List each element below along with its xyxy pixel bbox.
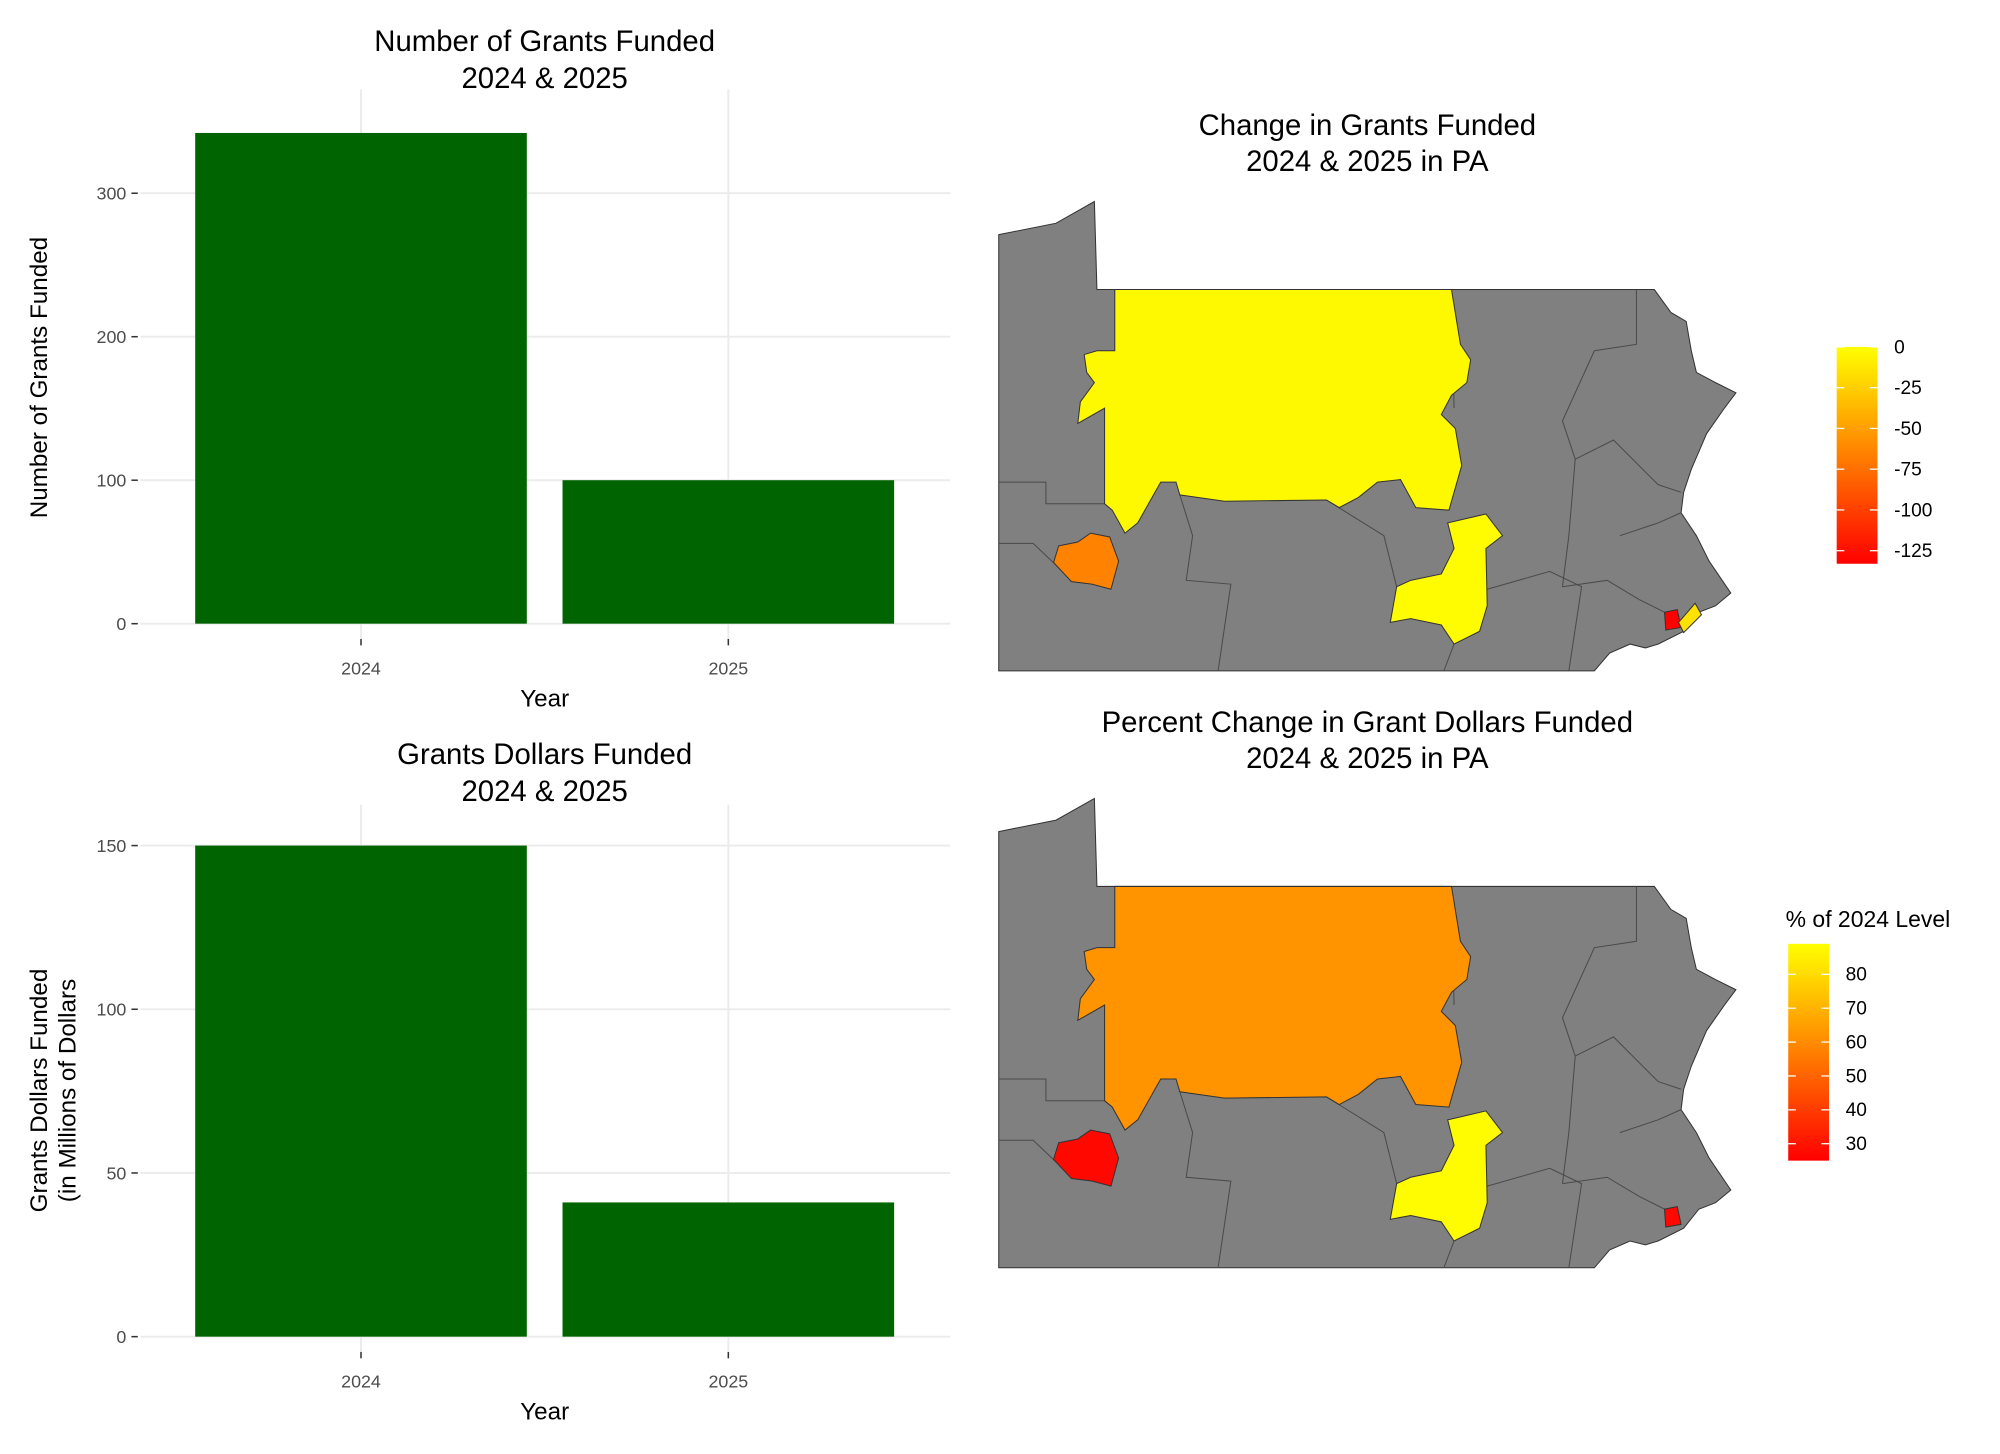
y-tick-label: 200 <box>97 327 127 347</box>
map-title-line1: Percent Change in Grant Dollars Funded <box>1102 706 1633 739</box>
x-tick-label: 2024 <box>341 1372 381 1392</box>
chart-title-line1: Grants Dollars Funded <box>397 738 692 771</box>
color-legend: 80 70 60 50 40 30 <box>1788 943 1867 1161</box>
bar-2025 <box>562 480 895 624</box>
region-south-central <box>1389 513 1504 645</box>
y-axis-title: Number of Grants Funded <box>26 237 53 518</box>
color-legend: 0 -25 -50 -75 -100 -125 <box>1836 337 1932 564</box>
county-boundary <box>1443 643 1455 672</box>
y-axis-ticks: 0 100 200 300 <box>97 184 138 634</box>
legend-label: -75 <box>1894 460 1922 481</box>
county-boundary <box>1487 1167 1583 1268</box>
bar-2024 <box>195 132 527 624</box>
y-axis-ticks: 0 50 100 150 <box>97 836 138 1347</box>
legend-label: 40 <box>1846 1100 1867 1121</box>
x-axis-title: Year <box>520 686 569 713</box>
pa-map <box>998 797 1737 1269</box>
county-boundary <box>1487 570 1583 671</box>
county-boundary <box>998 481 1105 505</box>
legend-label: 80 <box>1846 965 1867 986</box>
pa-map <box>998 200 1737 672</box>
y-axis-title-line1: Grants Dollars Funded <box>26 969 53 1213</box>
chart-title-line1: Number of Grants Funded <box>374 25 715 58</box>
y-tick-label: 100 <box>97 471 127 491</box>
county-boundary <box>998 542 1060 568</box>
county-boundary <box>1574 1036 1682 1090</box>
bars <box>195 845 895 1337</box>
y-tick-label: 300 <box>97 184 127 204</box>
legend-label: 30 <box>1846 1134 1867 1155</box>
county-boundary <box>1619 512 1682 537</box>
region-southeast-suburb <box>1677 602 1703 634</box>
bars <box>195 132 895 624</box>
y-tick-label: 100 <box>97 1000 127 1020</box>
county-boundary <box>1179 1091 1232 1268</box>
x-tick-label: 2025 <box>708 659 748 679</box>
region-southeast-city <box>1663 1205 1682 1228</box>
bar-chart-grants-count: Number of Grants Funded 2024 & 2025 0 100… <box>26 25 951 713</box>
legend-label: 60 <box>1846 1032 1867 1053</box>
x-axis-title: Year <box>520 1399 569 1426</box>
legend-label: 50 <box>1846 1066 1867 1087</box>
region-north-central <box>1077 885 1472 1131</box>
chart-title-line2: 2024 & 2025 <box>461 62 627 95</box>
region-south-central <box>1389 1110 1504 1242</box>
legend-colorbar <box>1788 943 1830 1161</box>
bar-2024 <box>195 845 527 1337</box>
x-axis-ticks: 2024 2025 <box>341 1351 748 1392</box>
y-tick-label: 0 <box>116 614 126 634</box>
x-tick-label: 2024 <box>341 659 381 679</box>
bar-2025 <box>562 1202 895 1337</box>
county-boundary <box>1619 1109 1682 1134</box>
county-boundary <box>1562 1176 1665 1210</box>
county-boundary <box>1562 579 1665 613</box>
y-tick-label: 0 <box>116 1327 126 1347</box>
x-axis-ticks: 2024 2025 <box>341 638 748 679</box>
legend-label: -25 <box>1894 378 1922 399</box>
legend-colorbar <box>1836 346 1878 564</box>
chart-title-line2: 2024 & 2025 <box>461 775 627 808</box>
county-boundary <box>998 1078 1105 1102</box>
legend-label: -125 <box>1894 541 1932 562</box>
county-boundary <box>1326 499 1398 587</box>
county-boundary <box>1326 1096 1398 1184</box>
county-boundary <box>1561 289 1637 587</box>
legend-label: -50 <box>1894 419 1922 440</box>
x-tick-label: 2025 <box>708 1372 748 1392</box>
map-change-grants-funded: Change in Grants Funded 2024 & 2025 in P… <box>998 109 1932 672</box>
region-southwest <box>1052 532 1120 590</box>
map-percent-change-grant-dollars: Percent Change in Grant Dollars Funded 2… <box>998 706 1951 1269</box>
region-north-central <box>1077 289 1472 534</box>
county-boundary <box>1179 494 1232 671</box>
map-title-line2: 2024 & 2025 in PA <box>1246 145 1489 178</box>
county-boundary <box>1561 886 1637 1184</box>
legend-label: 0 <box>1894 337 1905 358</box>
county-boundary <box>1574 439 1682 493</box>
legend-label: -100 <box>1894 500 1932 521</box>
county-boundary <box>1443 1240 1455 1268</box>
county-boundary <box>998 1139 1060 1165</box>
y-tick-label: 150 <box>97 836 127 856</box>
y-axis-title-line2: (in Millions of Dollars <box>54 979 81 1202</box>
y-tick-label: 50 <box>106 1163 126 1183</box>
region-southwest <box>1052 1129 1120 1187</box>
map-title-line2: 2024 & 2025 in PA <box>1246 742 1489 775</box>
map-title-line1: Change in Grants Funded <box>1199 109 1537 142</box>
bar-chart-grant-dollars: Grants Dollars Funded 2024 & 2025 0 50 100… <box>26 738 951 1426</box>
legend-label: 70 <box>1846 999 1867 1020</box>
legend-title: % of 2024 Level <box>1786 906 1951 932</box>
